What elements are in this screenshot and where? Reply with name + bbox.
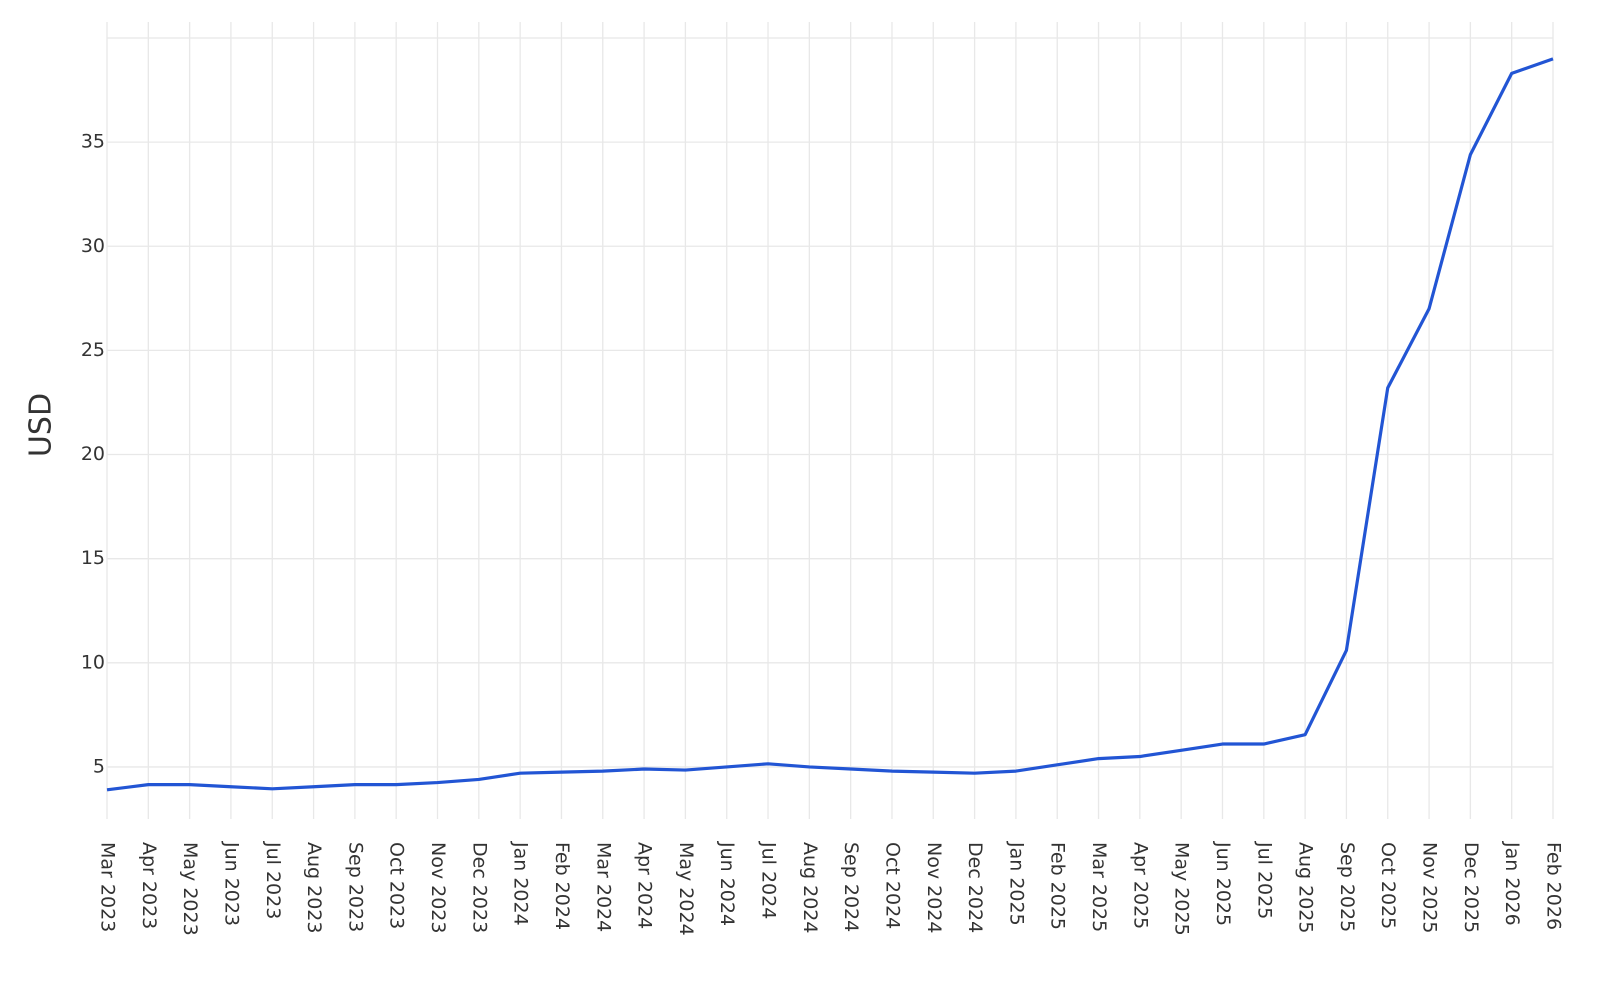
x-tick-label: May 2024 [675,842,697,936]
x-tick-label: May 2025 [1171,842,1193,936]
x-tick-label: Oct 2024 [881,842,903,929]
x-tick-label: Nov 2025 [1419,842,1441,933]
y-tick-label: 10 [81,651,105,673]
x-tick-label: Dec 2023 [468,842,490,933]
x-tick-label: Oct 2025 [1377,842,1399,929]
x-tick-label: Mar 2025 [1088,842,1110,932]
y-tick-label: 20 [81,443,105,465]
y-tick-label: 25 [81,339,105,361]
x-tick-label: Aug 2024 [799,842,821,934]
x-tick-label: Jan 2024 [510,841,532,926]
x-tick-label: Mar 2023 [97,842,119,932]
x-tick-label: Jun 2025 [1212,841,1234,926]
x-tick-label: Apr 2024 [634,842,656,929]
x-tick-label: Jan 2025 [1005,841,1027,926]
y-tick-label: 35 [81,131,105,153]
x-tick-label: Nov 2024 [923,842,945,933]
x-tick-label: Mar 2024 [592,842,614,932]
x-tick-label: Dec 2025 [1460,842,1482,933]
x-tick-label: Oct 2023 [386,842,408,929]
x-tick-label: May 2023 [179,842,201,936]
x-tick-label: Jul 2023 [262,841,284,919]
x-tick-label: Dec 2024 [964,842,986,933]
x-tick-label: Feb 2025 [1047,842,1069,930]
x-tick-label: Jun 2024 [716,841,738,926]
x-tick-label: Aug 2025 [1295,842,1317,934]
x-tick-label: Nov 2023 [427,842,449,933]
x-tick-label: Feb 2024 [551,842,573,930]
x-tick-label: Apr 2023 [138,842,160,929]
x-tick-label: Feb 2026 [1543,842,1565,930]
y-tick-label: 5 [93,755,105,777]
x-tick-label: Jun 2023 [220,841,242,926]
line [106,57,1554,792]
x-tick-label: Sep 2024 [840,842,862,932]
x-tick-label: Aug 2023 [303,842,325,934]
y-axis-label: USD [24,393,59,457]
x-tick-label: Sep 2023 [344,842,366,932]
x-tick-label: Jan 2026 [1501,841,1523,926]
x-tick-label: Jul 2025 [1253,841,1275,919]
y-tick-label: 30 [81,235,105,257]
x-tick-label: Apr 2025 [1129,842,1151,929]
x-tick-label: Jul 2024 [758,841,780,919]
x-tick-label: Sep 2025 [1336,842,1358,932]
y-tick-label: 15 [81,547,105,569]
